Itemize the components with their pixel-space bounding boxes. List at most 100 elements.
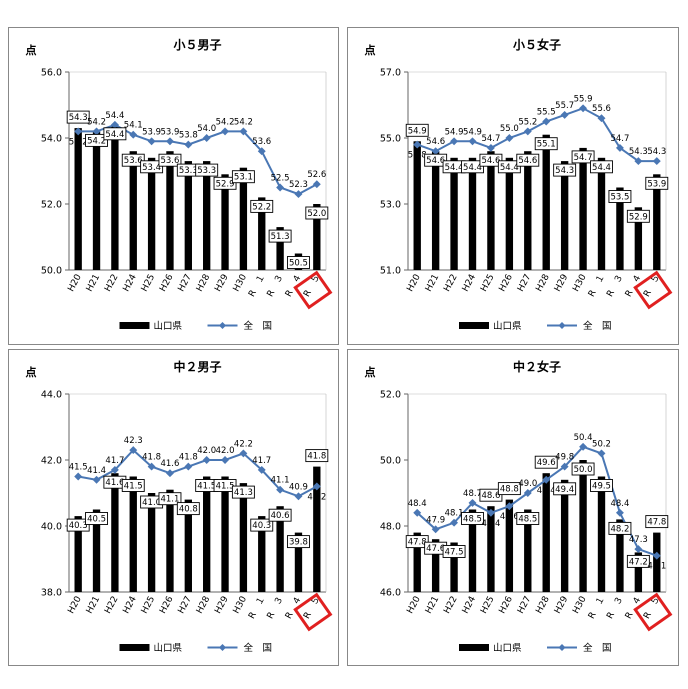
x-tick-label: R １: [247, 595, 267, 621]
chart-title: 中２男子: [173, 359, 221, 374]
national-point: [202, 456, 211, 464]
bar-H27: [184, 499, 192, 592]
bar-value-box: [287, 256, 310, 269]
bar-H20: [74, 128, 82, 270]
national-value-label: 49.0: [518, 479, 537, 489]
national-value-label: 48.7: [463, 489, 482, 499]
bar-value-label: 48.5: [518, 515, 537, 525]
bar-value-label: 53.6: [160, 156, 179, 166]
national-value-label: 47.9: [426, 515, 445, 525]
x-tick-label: R ３: [266, 595, 286, 621]
national-value-label: 54.3: [629, 147, 648, 157]
national-value-label: 55.0: [500, 124, 519, 134]
bar-value-box: [85, 133, 108, 147]
x-tick-label: H24: [122, 594, 140, 615]
y-tick-label: 52.0: [380, 390, 401, 401]
national-value-label: 55.5: [537, 108, 556, 118]
y-tick-label: 40.0: [41, 522, 62, 533]
bar-R: [597, 157, 606, 270]
y-tick-label: 53.0: [380, 200, 401, 211]
x-tick-label: R ３: [605, 273, 625, 299]
x-tick-label: R ３: [605, 595, 625, 621]
bar-value-box: [66, 518, 90, 532]
legend-line-marker: [558, 643, 566, 652]
x-tick-label: H24: [461, 272, 479, 293]
national-point: [92, 475, 101, 484]
bar-value-box: [85, 512, 108, 525]
national-point: [184, 462, 193, 471]
bar-H24: [129, 151, 137, 270]
bar-value-box: [571, 462, 595, 476]
national-point: [221, 127, 229, 136]
bar-H28: [542, 473, 550, 592]
national-value-label: 53.8: [179, 131, 198, 141]
chart-svg: 中２女子 点 46.0 48.0 50.0 52.0 47.8 48.4 47.6 47.9 47.…: [365, 359, 673, 654]
bar-value-box: [534, 455, 558, 469]
national-value-label: 47.3: [629, 535, 648, 545]
national-value-label: 41.7: [252, 456, 271, 466]
bar-H26: [166, 151, 174, 270]
bar-R: [276, 227, 284, 270]
national-line: [78, 123, 318, 196]
national-point: [597, 449, 606, 458]
national-value-label: 55.7: [555, 101, 574, 111]
x-tick-label: H28: [195, 594, 213, 615]
bar-value-label: 40.8: [179, 505, 198, 515]
bar-value-box: [268, 508, 292, 522]
legend-prefecture-label: 山口県: [493, 643, 522, 654]
bar-H28: [203, 161, 211, 270]
x-tick-label: H22: [103, 595, 120, 616]
y-tick-label: 57.0: [380, 68, 401, 79]
bar-value-label: 54.4: [463, 163, 482, 173]
bar-value-label: 41.5: [124, 482, 143, 492]
bar-H20: [413, 141, 421, 270]
chart-svg: 中２男子点38.040.042.044.040.341.540.541.441.…: [26, 359, 333, 654]
bar-value-label: 54.6: [481, 156, 500, 166]
bar-value-box: [121, 153, 145, 167]
national-point: [615, 508, 624, 517]
y-tick-label: 55.0: [380, 134, 401, 145]
national-value-label: 53.9: [160, 127, 179, 137]
national-value-label: 54.2: [216, 117, 235, 127]
national-value-label: 55.2: [518, 117, 537, 127]
y-tick-label: 50.0: [380, 456, 401, 467]
bar-value-label: 53.1: [234, 173, 253, 183]
national-point: [110, 465, 119, 474]
bar-value-label: 49.4: [555, 485, 574, 495]
bar-R: [653, 532, 661, 592]
national-point: [276, 183, 285, 192]
national-point: [74, 127, 83, 136]
x-tick-label: H20: [66, 594, 84, 615]
national-point: [579, 104, 588, 113]
x-tick-label: H30: [571, 594, 589, 615]
national-point: [431, 147, 440, 156]
x-tick-label: R １: [587, 595, 607, 621]
bar-H26: [505, 499, 514, 592]
x-tick-label: H21: [424, 273, 441, 294]
bar-value-label: 55.1: [537, 140, 556, 150]
national-line: [416, 445, 658, 557]
national-value-label: 55.9: [574, 94, 593, 104]
x-tick-label: H28: [534, 272, 552, 293]
national-value-label: 53.6: [252, 137, 271, 147]
chart-panel-chu2-girls: 中２女子 点 46.0 48.0 50.0 52.0 47.8 48.4 47.6 47.9 47.…: [347, 349, 679, 666]
bar-H25: [487, 151, 495, 270]
bar-H22: [450, 157, 458, 270]
bar-value-box: [516, 153, 540, 167]
bar-value-label: 49.5: [592, 482, 611, 492]
bar-H25: [487, 506, 495, 592]
bar-value-label: 54.3: [69, 113, 88, 123]
national-value-label: 48.4: [408, 499, 427, 509]
x-tick-label: H25: [140, 595, 157, 616]
legend-bar-swatch: [459, 644, 489, 651]
bar-value-box: [645, 176, 669, 190]
chart-title: 中２女子: [513, 359, 561, 374]
national-value-label: 42.0: [197, 446, 216, 456]
national-point: [450, 137, 459, 146]
national-value-label: 54.0: [197, 124, 216, 134]
x-tick-label: H25: [479, 595, 496, 616]
bar-value-box: [287, 535, 310, 549]
highlight-box-r5: [293, 592, 333, 632]
bar-value-box: [608, 521, 632, 535]
y-tick-label: 50.0: [41, 266, 62, 277]
